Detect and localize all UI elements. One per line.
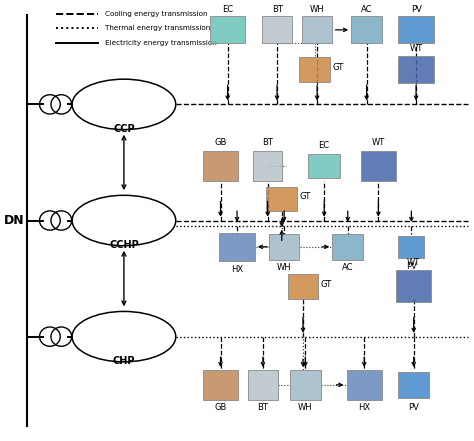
Text: WT: WT — [407, 258, 420, 267]
Bar — [266, 187, 297, 211]
Text: GT: GT — [332, 63, 344, 71]
Bar — [247, 370, 278, 400]
Bar — [361, 151, 396, 181]
Text: GB: GB — [214, 138, 227, 147]
Bar — [219, 232, 255, 261]
Bar — [269, 234, 300, 260]
Bar — [300, 56, 330, 82]
Ellipse shape — [72, 195, 176, 246]
Text: BT: BT — [257, 403, 268, 412]
Text: BT: BT — [272, 5, 283, 14]
Ellipse shape — [72, 311, 176, 362]
Text: WH: WH — [310, 5, 324, 14]
Bar — [399, 372, 429, 398]
Text: Cooling energy transmission: Cooling energy transmission — [105, 11, 208, 17]
Text: CCP: CCP — [113, 123, 135, 134]
Bar — [263, 16, 292, 44]
Bar — [203, 151, 238, 181]
Bar — [351, 16, 382, 44]
Bar — [253, 151, 282, 181]
Text: GB: GB — [214, 403, 227, 412]
Text: WT: WT — [410, 44, 423, 53]
Text: DN: DN — [4, 214, 25, 227]
Text: CCHP: CCHP — [109, 239, 139, 250]
Text: EC: EC — [319, 141, 330, 150]
Text: WH: WH — [298, 403, 313, 412]
Text: AC: AC — [342, 263, 354, 273]
Bar — [302, 16, 332, 44]
Text: Electricity energy transmission: Electricity energy transmission — [105, 40, 217, 45]
Bar — [399, 56, 434, 83]
Text: WT: WT — [372, 138, 385, 147]
Text: HX: HX — [358, 403, 370, 412]
Bar — [203, 370, 238, 400]
Text: PV: PV — [410, 5, 421, 14]
Bar — [346, 370, 382, 400]
Bar — [288, 273, 319, 299]
Text: GT: GT — [299, 192, 310, 201]
Bar — [308, 153, 340, 178]
Text: PV: PV — [406, 262, 417, 271]
Text: Thermal energy transmission: Thermal energy transmission — [105, 25, 210, 31]
Text: AC: AC — [361, 5, 373, 14]
Bar — [332, 234, 363, 259]
Text: EC: EC — [222, 5, 233, 14]
Bar — [399, 16, 434, 44]
Bar — [399, 236, 424, 258]
Text: PV: PV — [408, 403, 419, 412]
Ellipse shape — [72, 79, 176, 130]
Text: BT: BT — [262, 138, 273, 147]
Bar — [290, 370, 320, 400]
Text: GT: GT — [320, 280, 332, 288]
Text: CHP: CHP — [113, 356, 135, 366]
Text: WH: WH — [277, 263, 292, 273]
Bar — [210, 16, 245, 44]
Bar — [396, 270, 431, 302]
Text: HX: HX — [231, 265, 243, 274]
